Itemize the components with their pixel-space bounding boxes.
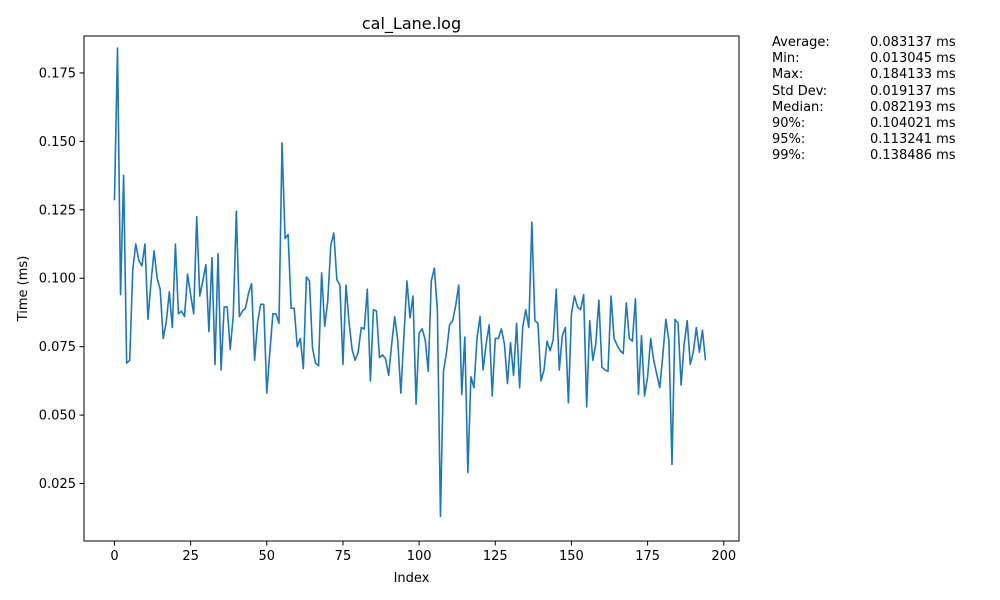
stat-value: 0.184133 ms: [870, 67, 956, 83]
y-tick-label: 0.075: [39, 340, 76, 355]
y-tick-label: 0.175: [39, 66, 76, 81]
stat-label: Min:: [772, 51, 800, 67]
y-tick-label: 0.025: [39, 477, 76, 492]
x-tick-label: 175: [635, 549, 660, 564]
stat-value: 0.138486 ms: [870, 148, 956, 164]
stat-value: 0.113241 ms: [870, 132, 956, 148]
series-line: [113, 47, 707, 518]
stat-label: 99%:: [772, 148, 806, 164]
y-axis-label: Time (ms): [16, 256, 31, 323]
x-tick-label: 200: [711, 549, 736, 564]
x-tick-label: 75: [335, 549, 352, 564]
y-tick-label: 0.150: [39, 135, 76, 150]
stat-label: Max:: [772, 67, 804, 83]
stat-value: 0.013045 ms: [870, 51, 956, 67]
y-axis: 0.025 0.050 0.075 0.100 0.125 0.150 0.175: [39, 66, 84, 492]
stat-label: Median:: [772, 99, 824, 115]
stat-value: 0.083137 ms: [870, 35, 956, 50]
x-tick-label: 150: [559, 549, 584, 564]
x-axis-label: Index: [394, 571, 430, 586]
x-tick-label: 50: [259, 549, 276, 564]
stat-value: 0.019137 ms: [870, 83, 956, 99]
stat-value: 0.104021 ms: [870, 115, 956, 131]
x-tick-label: 25: [182, 549, 199, 564]
x-axis: 0 25 50 75 100 125 150 175 200: [110, 541, 736, 564]
x-tick-label: 0: [110, 549, 118, 564]
x-tick-label: 100: [407, 549, 432, 564]
chart-title: cal_Lane.log: [362, 14, 461, 34]
y-tick-label: 0.125: [39, 203, 76, 218]
y-tick-label: 0.100: [39, 272, 76, 287]
stat-label: Std Dev:: [772, 83, 828, 99]
stat-value: 0.082193 ms: [870, 99, 956, 115]
x-tick-label: 125: [483, 549, 508, 564]
y-tick-label: 0.050: [39, 409, 76, 424]
plot-frame: [83, 35, 740, 542]
stat-label: Average:: [772, 35, 830, 50]
stat-label: 95%:: [772, 132, 806, 148]
stat-label: 90%:: [772, 115, 806, 131]
